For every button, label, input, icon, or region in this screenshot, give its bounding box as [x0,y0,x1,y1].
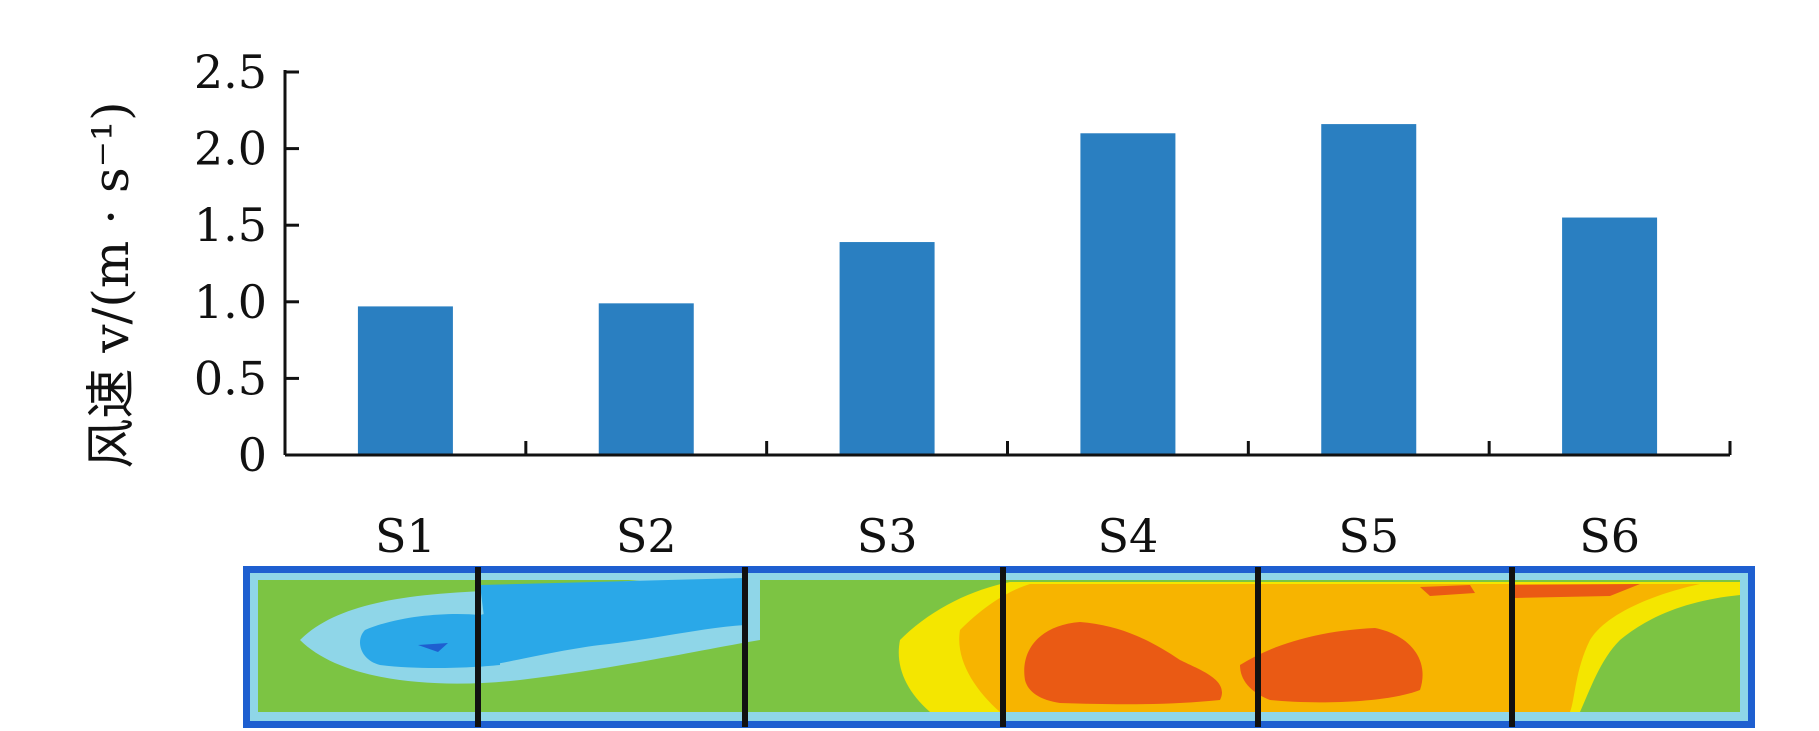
velocity-contour-strip [243,566,1755,728]
y-tick-label: 0.5 [194,351,267,405]
contour-zone-dark-blue [418,643,448,652]
bar-s6 [1562,217,1658,455]
contour-zone-red [1240,628,1423,703]
bar-s5 [1321,124,1417,455]
axes [283,70,1732,457]
bars [357,124,1658,455]
y-tick-label: 2.5 [194,45,267,99]
y-tick-label: 2.0 [194,122,267,176]
category-label-s2: S2 [616,509,677,563]
y-tick-label: 0 [238,428,267,482]
contour-zone-blue [360,610,500,669]
bar-s1 [357,306,453,455]
y-tick-labels: 0 0.5 1.0 1.5 2.0 2.5 [194,45,267,482]
bar-s4 [1080,133,1176,455]
contour-zone-blue [480,578,745,665]
category-label-s3: S3 [857,509,918,563]
bar-s2 [598,303,694,455]
y-tick-label: 1.5 [194,198,267,252]
category-label-s6: S6 [1579,509,1640,563]
category-label-s4: S4 [1098,509,1159,563]
contour-zone-red [1420,585,1475,596]
contour-zone-red [1510,584,1640,598]
category-label-s5: S5 [1338,509,1399,563]
contour-zone-red [1024,622,1222,705]
category-labels: S1 S2 S3 S4 S5 S6 [375,509,1640,563]
y-tick-label: 1.0 [194,275,267,329]
category-label-s1: S1 [375,509,436,563]
y-axis-label: 风速 v/(m · s⁻¹) [82,101,140,468]
bar-s3 [839,242,935,455]
